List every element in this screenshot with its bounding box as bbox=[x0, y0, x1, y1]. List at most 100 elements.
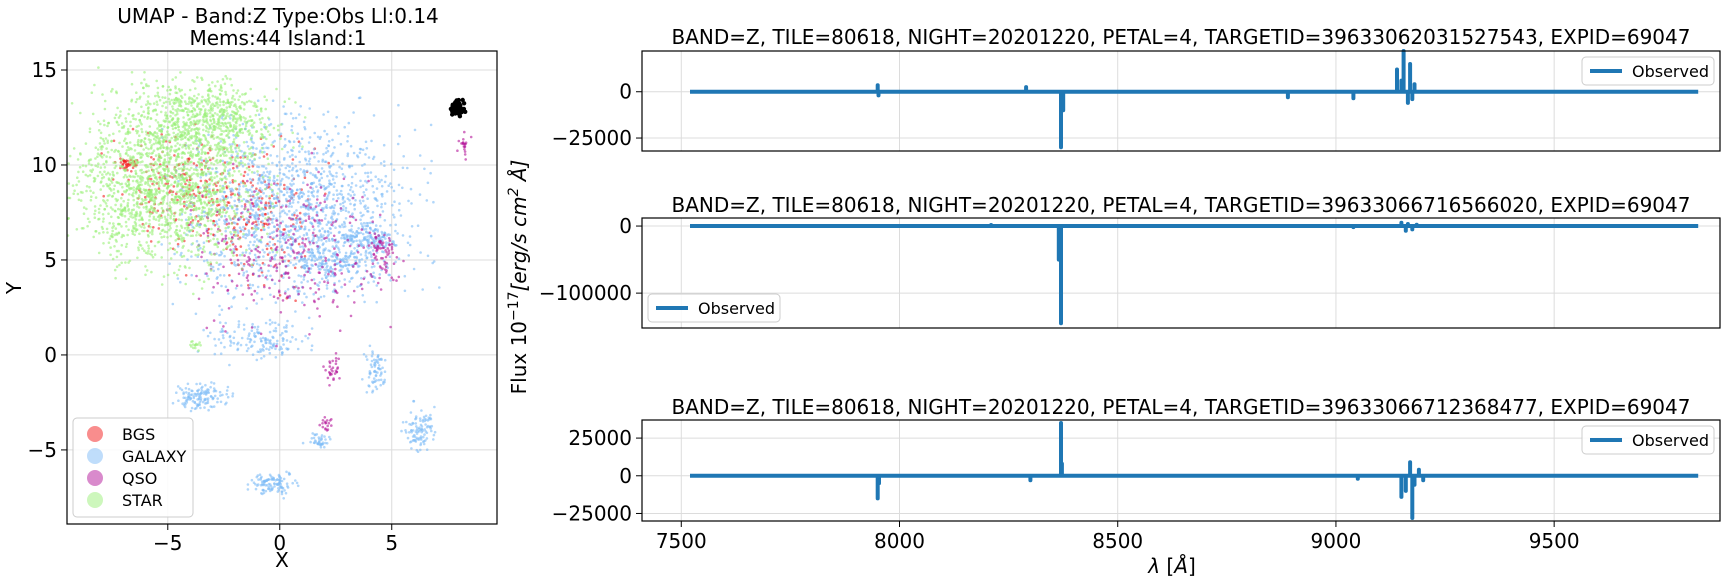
umap-point bbox=[290, 205, 293, 208]
umap-point bbox=[269, 331, 272, 334]
umap-point bbox=[414, 129, 417, 132]
umap-point bbox=[295, 165, 298, 168]
umap-point bbox=[155, 218, 158, 221]
umap-point bbox=[320, 173, 323, 176]
umap-point bbox=[218, 212, 221, 215]
umap-point bbox=[97, 165, 100, 168]
umap-point bbox=[288, 276, 291, 279]
umap-point bbox=[218, 305, 221, 308]
umap-point bbox=[203, 201, 206, 204]
umap-point bbox=[94, 210, 97, 213]
umap-point bbox=[285, 236, 288, 239]
umap-point bbox=[402, 260, 405, 263]
umap-point bbox=[280, 311, 283, 314]
umap-point bbox=[147, 100, 150, 103]
umap-point bbox=[294, 479, 297, 482]
umap-point bbox=[220, 140, 223, 143]
umap-point bbox=[144, 137, 147, 140]
umap-point bbox=[197, 197, 200, 200]
umap-point bbox=[161, 196, 164, 199]
umap-point bbox=[153, 149, 156, 152]
umap-point bbox=[167, 167, 170, 170]
umap-point bbox=[214, 172, 217, 175]
umap-point bbox=[276, 251, 279, 254]
umap-point bbox=[167, 249, 170, 252]
umap-point bbox=[185, 147, 188, 150]
umap-point bbox=[291, 162, 294, 165]
umap-point bbox=[462, 143, 465, 146]
umap-point bbox=[351, 176, 354, 179]
umap-point bbox=[271, 202, 274, 205]
umap-point bbox=[146, 269, 149, 272]
umap-point bbox=[354, 199, 357, 202]
umap-point bbox=[375, 374, 378, 377]
umap-point bbox=[104, 166, 107, 169]
umap-point bbox=[218, 204, 221, 207]
umap-point bbox=[124, 207, 127, 210]
umap-point bbox=[195, 154, 198, 157]
umap-point bbox=[311, 152, 314, 155]
umap-point bbox=[318, 252, 321, 255]
umap-point bbox=[337, 160, 340, 163]
umap-point bbox=[406, 167, 409, 170]
umap-point bbox=[284, 255, 287, 258]
umap-point bbox=[186, 200, 189, 203]
umap-point bbox=[264, 217, 267, 220]
umap-point bbox=[246, 350, 249, 353]
umap-point bbox=[156, 101, 159, 104]
umap-point bbox=[166, 219, 169, 222]
umap-point bbox=[363, 278, 366, 281]
umap-point bbox=[128, 212, 131, 215]
umap-point bbox=[163, 146, 166, 149]
umap-point bbox=[286, 151, 289, 154]
umap-point bbox=[183, 168, 186, 171]
umap-point bbox=[166, 202, 169, 205]
umap-point bbox=[187, 192, 190, 195]
umap-point bbox=[324, 427, 327, 430]
umap-point bbox=[327, 281, 330, 284]
umap-point bbox=[280, 477, 283, 480]
umap-point bbox=[134, 230, 137, 233]
umap-point bbox=[120, 225, 123, 228]
umap-point bbox=[303, 173, 306, 176]
umap-point bbox=[206, 186, 209, 189]
umap-point bbox=[253, 197, 256, 200]
umap-point bbox=[262, 176, 265, 179]
umap-point bbox=[280, 164, 283, 167]
umap-point bbox=[139, 244, 142, 247]
umap-point bbox=[100, 132, 103, 135]
umap-point bbox=[350, 315, 353, 318]
umap-point bbox=[338, 280, 341, 283]
umap-point bbox=[333, 182, 336, 185]
umap-point bbox=[313, 254, 316, 257]
umap-point bbox=[148, 192, 151, 195]
umap-point bbox=[220, 342, 223, 345]
umap-point bbox=[320, 296, 323, 299]
umap-point bbox=[420, 442, 423, 445]
umap-point bbox=[246, 167, 249, 170]
umap-point bbox=[179, 265, 182, 268]
umap-point bbox=[418, 426, 421, 429]
umap-point bbox=[370, 234, 373, 237]
umap-point bbox=[373, 265, 376, 268]
umap-point bbox=[426, 448, 429, 451]
umap-point bbox=[161, 223, 164, 226]
umap-point bbox=[284, 330, 287, 333]
umap-point bbox=[222, 199, 225, 202]
umap-point bbox=[320, 239, 323, 242]
umap-point bbox=[308, 153, 311, 156]
umap-point bbox=[365, 355, 368, 358]
umap-point bbox=[207, 278, 210, 281]
umap-point bbox=[230, 193, 233, 196]
umap-point bbox=[216, 238, 219, 241]
umap-point bbox=[257, 173, 260, 176]
umap-point bbox=[215, 136, 218, 139]
umap-point bbox=[181, 211, 184, 214]
umap-point bbox=[294, 299, 297, 302]
umap-point bbox=[353, 301, 356, 304]
umap-point bbox=[298, 145, 301, 148]
umap-point bbox=[218, 313, 221, 316]
umap-point bbox=[196, 149, 199, 152]
umap-point bbox=[151, 250, 154, 253]
umap-point bbox=[230, 159, 233, 162]
